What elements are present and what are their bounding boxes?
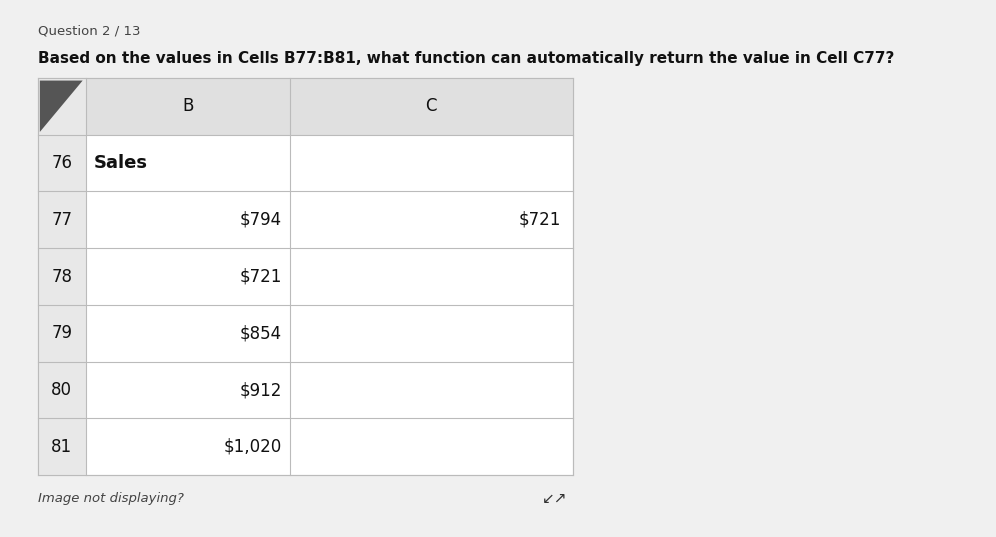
Text: Sales: Sales bbox=[94, 154, 147, 172]
Text: $721: $721 bbox=[518, 211, 561, 229]
Text: 81: 81 bbox=[51, 438, 73, 456]
Text: 80: 80 bbox=[51, 381, 73, 399]
Text: $1,020: $1,020 bbox=[224, 438, 282, 456]
Text: Based on the values in Cells B77:B81, what function can automatically return the: Based on the values in Cells B77:B81, wh… bbox=[38, 51, 894, 66]
Text: Question 2 / 13: Question 2 / 13 bbox=[38, 24, 140, 37]
Text: $721: $721 bbox=[239, 267, 282, 286]
Text: 77: 77 bbox=[51, 211, 73, 229]
Text: B: B bbox=[182, 97, 193, 115]
Text: C: C bbox=[425, 97, 437, 115]
Text: 78: 78 bbox=[51, 267, 73, 286]
Text: 79: 79 bbox=[51, 324, 73, 342]
Text: 76: 76 bbox=[51, 154, 73, 172]
Text: ↙↗: ↙↗ bbox=[542, 491, 568, 506]
Text: Image not displaying?: Image not displaying? bbox=[38, 492, 183, 505]
Text: $854: $854 bbox=[240, 324, 282, 342]
Text: $794: $794 bbox=[240, 211, 282, 229]
Text: $912: $912 bbox=[239, 381, 282, 399]
